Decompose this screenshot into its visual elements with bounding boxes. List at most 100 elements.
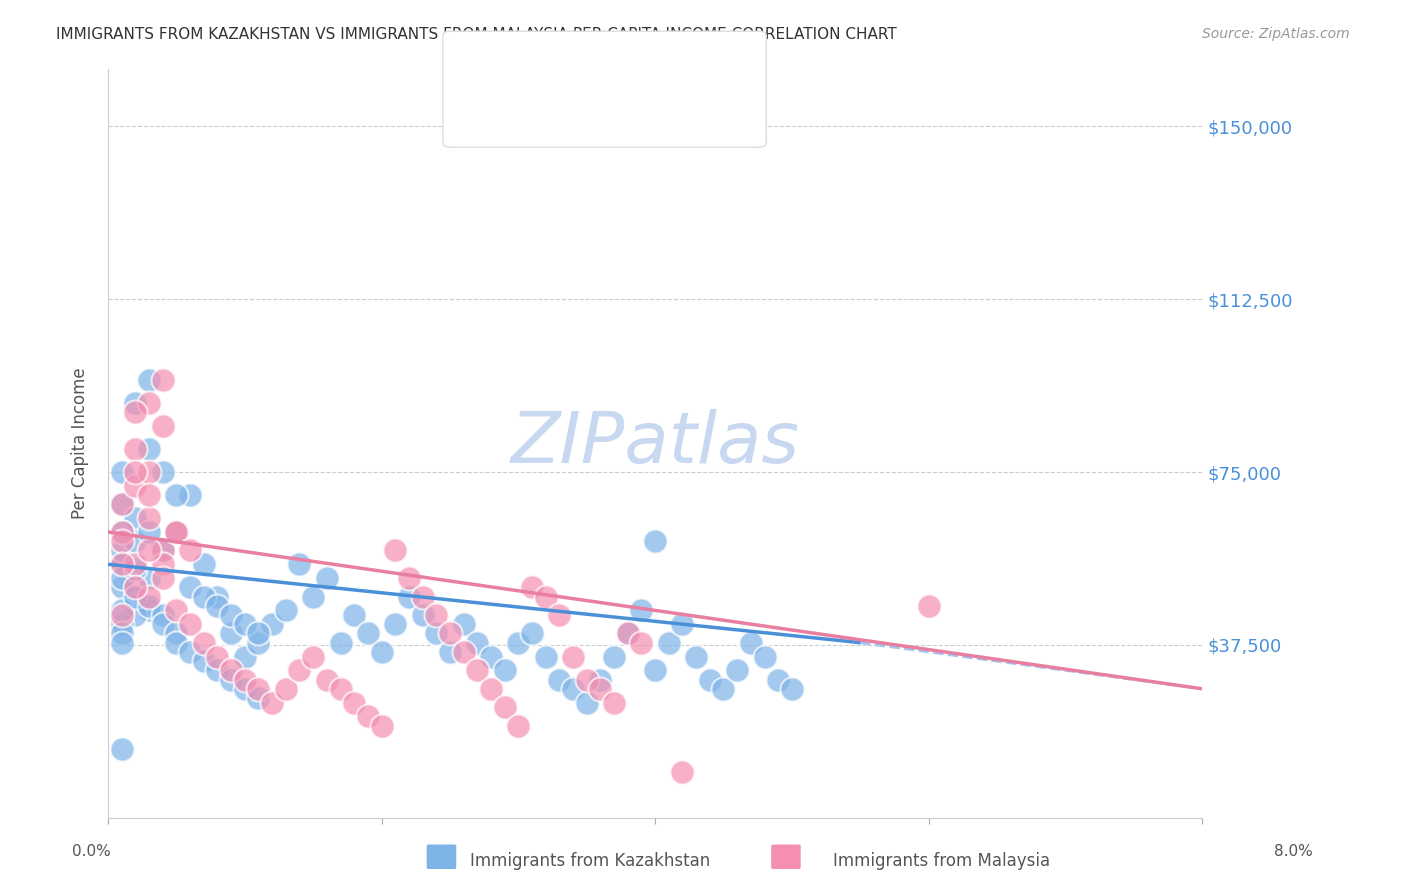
Point — [111, 497, 134, 511]
Text: Source: ZipAtlas.com: Source: ZipAtlas.com — [1202, 27, 1350, 41]
Y-axis label: Per Capita Income: Per Capita Income — [72, 368, 89, 519]
Point — [179, 580, 201, 594]
Point — [124, 607, 146, 622]
Point — [247, 626, 270, 640]
Point — [233, 649, 256, 664]
Point — [219, 664, 242, 678]
Text: ZIPatlas: ZIPatlas — [510, 409, 800, 478]
Point — [111, 741, 134, 756]
Point — [398, 571, 420, 585]
Point — [589, 673, 612, 687]
Point — [425, 607, 447, 622]
Point — [562, 681, 585, 696]
Point — [111, 465, 134, 479]
Point — [233, 673, 256, 687]
Point — [713, 681, 735, 696]
Point — [124, 580, 146, 594]
Point — [534, 649, 557, 664]
FancyBboxPatch shape — [770, 844, 801, 870]
Point — [124, 511, 146, 525]
Point — [288, 558, 311, 572]
Point — [616, 626, 638, 640]
Point — [562, 649, 585, 664]
Point — [494, 700, 516, 714]
Point — [165, 488, 187, 502]
Point — [453, 617, 475, 632]
Point — [247, 691, 270, 706]
Point — [111, 580, 134, 594]
Point — [520, 580, 543, 594]
Point — [152, 418, 174, 433]
Text: IMMIGRANTS FROM KAZAKHSTAN VS IMMIGRANTS FROM MALAYSIA PER CAPITA INCOME CORRELA: IMMIGRANTS FROM KAZAKHSTAN VS IMMIGRANTS… — [56, 27, 897, 42]
Point — [138, 543, 160, 558]
Point — [575, 673, 598, 687]
Point — [207, 649, 229, 664]
Point — [520, 626, 543, 640]
Point — [357, 626, 380, 640]
Point — [207, 590, 229, 604]
Point — [124, 479, 146, 493]
Point — [288, 664, 311, 678]
Point — [152, 617, 174, 632]
Point — [179, 645, 201, 659]
Point — [439, 626, 461, 640]
Point — [658, 635, 681, 649]
Point — [630, 603, 652, 617]
Point — [138, 603, 160, 617]
Point — [138, 442, 160, 456]
Legend: R = -0.187   N = 91, R = -0.336   N = 63: R = -0.187 N = 91, R = -0.336 N = 63 — [475, 70, 693, 136]
Point — [494, 664, 516, 678]
Point — [343, 607, 366, 622]
Point — [357, 709, 380, 723]
Point — [548, 673, 571, 687]
Point — [262, 696, 284, 710]
Point — [138, 488, 160, 502]
Point — [165, 626, 187, 640]
Point — [165, 524, 187, 539]
Point — [152, 543, 174, 558]
Point — [207, 664, 229, 678]
Point — [165, 524, 187, 539]
Point — [302, 649, 325, 664]
Point — [603, 649, 626, 664]
Point — [138, 373, 160, 387]
Point — [725, 664, 748, 678]
Point — [111, 607, 134, 622]
Point — [165, 603, 187, 617]
Point — [453, 645, 475, 659]
Point — [193, 590, 215, 604]
Point — [138, 511, 160, 525]
Point — [111, 617, 134, 632]
Point — [479, 681, 502, 696]
Point — [233, 617, 256, 632]
Point — [111, 571, 134, 585]
Point — [124, 562, 146, 576]
Point — [644, 534, 666, 549]
Point — [165, 524, 187, 539]
Point — [343, 696, 366, 710]
Point — [124, 465, 146, 479]
Point — [671, 617, 693, 632]
Text: Immigrants from Malaysia: Immigrants from Malaysia — [834, 852, 1050, 870]
Point — [179, 488, 201, 502]
Point — [370, 645, 392, 659]
Point — [124, 558, 146, 572]
Point — [138, 524, 160, 539]
Point — [111, 603, 134, 617]
Point — [124, 396, 146, 410]
Point — [412, 607, 434, 622]
Point — [111, 543, 134, 558]
Point — [138, 571, 160, 585]
Point — [152, 607, 174, 622]
Point — [152, 465, 174, 479]
Point — [740, 635, 762, 649]
Point — [766, 673, 789, 687]
Point — [165, 635, 187, 649]
Point — [111, 524, 134, 539]
Point — [398, 590, 420, 604]
Point — [152, 558, 174, 572]
FancyBboxPatch shape — [426, 844, 457, 870]
Point — [152, 571, 174, 585]
Point — [247, 635, 270, 649]
Point — [575, 696, 598, 710]
